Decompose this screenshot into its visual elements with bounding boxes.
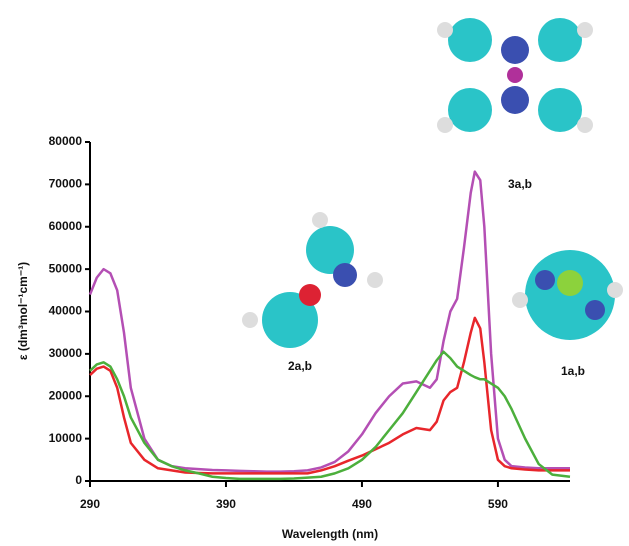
x-axis-label: Wavelength (nm) bbox=[282, 527, 378, 541]
x-tick-label: 390 bbox=[216, 497, 236, 511]
y-axis-label: ε (dm³mol⁻¹cm⁻¹) bbox=[16, 262, 30, 360]
y-tick-label: 50000 bbox=[49, 261, 83, 275]
y-tick-label: 10000 bbox=[49, 431, 83, 445]
y-tick-label: 60000 bbox=[49, 219, 83, 233]
molecule-3 bbox=[437, 18, 593, 133]
x-tick-label: 290 bbox=[80, 497, 100, 511]
spectrum-line bbox=[89, 350, 571, 481]
annotation: 2a,b bbox=[288, 359, 312, 373]
molecule-1 bbox=[512, 250, 623, 340]
y-tick-label: 40000 bbox=[49, 304, 83, 318]
molecule-2 bbox=[242, 212, 383, 348]
y-tick-label: 80000 bbox=[49, 134, 83, 148]
y-tick-label: 30000 bbox=[49, 346, 83, 360]
x-tick-label: 590 bbox=[488, 497, 508, 511]
y-tick-label: 20000 bbox=[49, 388, 83, 402]
x-tick-label: 490 bbox=[352, 497, 372, 511]
annotation: 3a,b bbox=[508, 177, 532, 191]
spectrum-line bbox=[89, 316, 570, 475]
annotation: 1a,b bbox=[561, 364, 585, 378]
y-tick-label: 0 bbox=[75, 473, 82, 487]
y-tick-label: 70000 bbox=[49, 177, 83, 191]
spectrum-line bbox=[88, 170, 570, 473]
